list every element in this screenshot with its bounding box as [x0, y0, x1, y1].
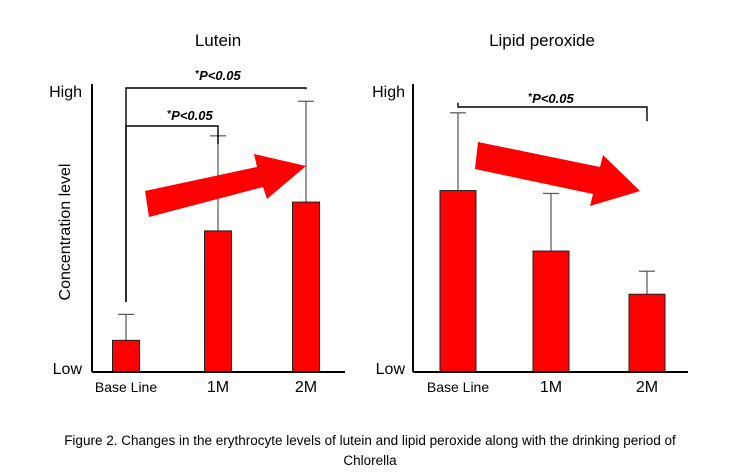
- y-tick-high: High: [372, 84, 405, 101]
- y-axis-label: Concentration level: [57, 164, 74, 301]
- bar: [532, 250, 570, 373]
- significance-label: *P<0.05: [195, 68, 241, 83]
- bar: [628, 293, 666, 373]
- figure-caption-line-1: Figure 2. Changes in the erythrocyte lev…: [64, 433, 676, 448]
- chart-1: Lutein Concentration level High Low Base Lin…: [49, 31, 345, 396]
- chart-title: Lipid peroxide: [489, 31, 595, 50]
- bar: [439, 190, 477, 373]
- x-tick-label: 1M: [207, 379, 229, 396]
- bar: [112, 339, 140, 373]
- x-tick-label: 2M: [636, 379, 658, 396]
- x-tick-label: Base Line: [95, 379, 157, 395]
- trend-arrow-up: [145, 154, 306, 217]
- bar: [292, 201, 320, 373]
- figure-caption-line-2: Chlorella: [343, 453, 397, 468]
- chart-2: Lipid peroxide High Low Base Line 1M 2M *P<0.0…: [372, 31, 688, 396]
- chart-title: Lutein: [195, 31, 241, 50]
- significance-bracket: [457, 102, 648, 122]
- x-tick-label: Base Line: [427, 379, 489, 395]
- x-tick-label: 1M: [540, 379, 562, 396]
- x-tick-label: 2M: [295, 379, 317, 396]
- significance-label: *P<0.05: [167, 108, 213, 123]
- significance-bracket: [125, 87, 307, 302]
- significance-label: *P<0.05: [528, 91, 574, 106]
- y-tick-low: Low: [53, 361, 83, 378]
- y-tick-high: High: [49, 84, 82, 101]
- y-tick-low: Low: [376, 361, 406, 378]
- trend-arrow-down: [475, 142, 640, 206]
- bar: [204, 230, 232, 373]
